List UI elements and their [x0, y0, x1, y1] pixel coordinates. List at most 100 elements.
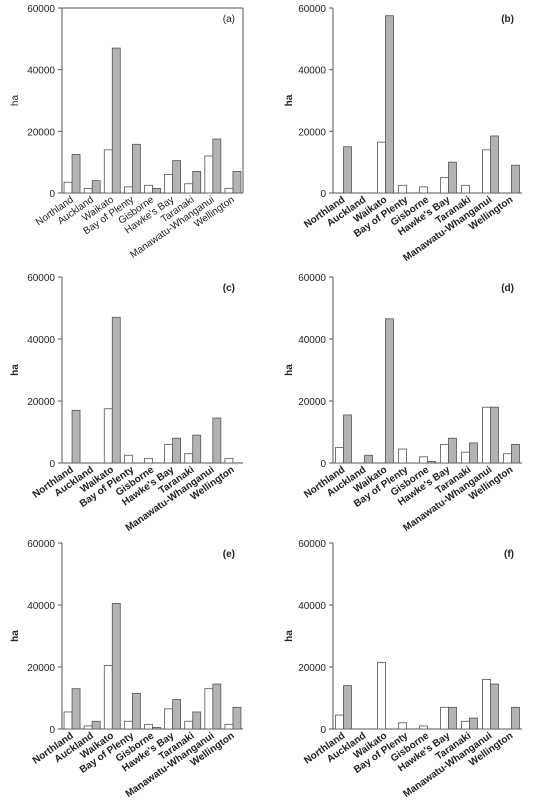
- y-axis-label: ha: [284, 364, 295, 376]
- bar: [482, 679, 491, 730]
- bar: [123, 454, 133, 464]
- bar: [144, 457, 153, 464]
- bar: [152, 187, 161, 194]
- bar: [343, 685, 352, 730]
- panel-label: (e): [223, 549, 235, 560]
- y-tick-label: 40000: [298, 335, 326, 346]
- bar: [490, 135, 499, 194]
- bar: [224, 723, 234, 730]
- y-tick-label: 40000: [27, 601, 55, 612]
- bar: [123, 186, 133, 194]
- bar: [91, 720, 101, 730]
- bar: [91, 180, 101, 194]
- y-tick-label: 40000: [298, 66, 326, 77]
- bar: [71, 154, 81, 194]
- bar: [212, 683, 222, 730]
- panel-label: (b): [501, 14, 514, 25]
- bar: [204, 155, 214, 194]
- bar: [461, 451, 470, 464]
- y-tick-label: 0: [320, 459, 326, 470]
- bar: [511, 706, 520, 730]
- panel-label: (f): [504, 549, 514, 560]
- bar: [71, 409, 81, 464]
- bar: [440, 706, 449, 730]
- bar: [212, 417, 222, 464]
- bar: [103, 149, 113, 194]
- bar: [232, 171, 242, 194]
- bar: [192, 171, 202, 194]
- y-tick-label: 40000: [27, 66, 55, 77]
- y-tick-label: 60000: [298, 4, 326, 15]
- bar: [469, 717, 478, 730]
- panel-label: (d): [501, 283, 514, 294]
- bar: [398, 184, 407, 194]
- bar: [172, 699, 182, 730]
- bar: [144, 184, 153, 194]
- bar: [503, 453, 512, 464]
- bar: [63, 711, 73, 730]
- bar: [164, 443, 174, 464]
- bar: [448, 161, 457, 194]
- panel-label: (c): [223, 283, 235, 294]
- bar: [103, 408, 113, 464]
- bar: [469, 442, 478, 464]
- bar: [448, 706, 457, 730]
- bar: [448, 437, 457, 464]
- bar: [343, 414, 352, 464]
- panel-label: (a): [223, 14, 235, 25]
- y-axis-label: ha: [284, 630, 295, 642]
- bar: [83, 187, 93, 194]
- bar: [461, 184, 470, 194]
- bar: [377, 661, 386, 730]
- bar: [482, 149, 491, 194]
- y-tick-label: 0: [49, 189, 55, 200]
- bar: [111, 47, 121, 194]
- bar: [385, 318, 394, 464]
- bar: [192, 711, 202, 730]
- bar: [398, 448, 407, 464]
- bar: [335, 714, 344, 730]
- bar: [131, 143, 141, 194]
- bar: [511, 443, 520, 464]
- bar: [335, 447, 344, 464]
- bar: [490, 406, 499, 464]
- bar: [63, 181, 73, 194]
- bar: [172, 437, 182, 464]
- bar: [83, 725, 93, 730]
- bar: [152, 727, 161, 730]
- bar: [111, 316, 121, 464]
- bar: [184, 183, 194, 194]
- y-tick-label: 20000: [298, 397, 326, 408]
- bar: [103, 665, 113, 730]
- y-tick-label: 20000: [298, 663, 326, 674]
- bar: [440, 443, 449, 464]
- y-tick-label: 40000: [298, 601, 326, 612]
- bar: [164, 708, 174, 730]
- bar: [482, 406, 491, 464]
- bar: [111, 603, 121, 730]
- bar: [490, 683, 499, 730]
- bar: [377, 141, 386, 194]
- y-tick-label: 0: [320, 725, 326, 736]
- y-tick-label: 0: [49, 725, 55, 736]
- y-tick-label: 60000: [27, 273, 55, 284]
- y-tick-label: 0: [320, 189, 326, 200]
- bar: [427, 461, 436, 464]
- y-tick-label: 0: [49, 459, 55, 470]
- y-tick-label: 60000: [27, 539, 55, 550]
- bar: [71, 688, 81, 730]
- bar: [232, 706, 242, 730]
- bar: [204, 688, 214, 730]
- y-axis-label: ha: [10, 630, 21, 642]
- bar: [343, 146, 352, 194]
- y-tick-label: 20000: [27, 397, 55, 408]
- bar: [184, 453, 194, 464]
- y-tick-label: 60000: [298, 539, 326, 550]
- y-axis-label: ha: [10, 95, 21, 107]
- y-tick-label: 20000: [27, 663, 55, 674]
- bar: [461, 720, 470, 730]
- bar: [364, 454, 373, 464]
- bar: [511, 164, 520, 194]
- bar: [224, 457, 234, 464]
